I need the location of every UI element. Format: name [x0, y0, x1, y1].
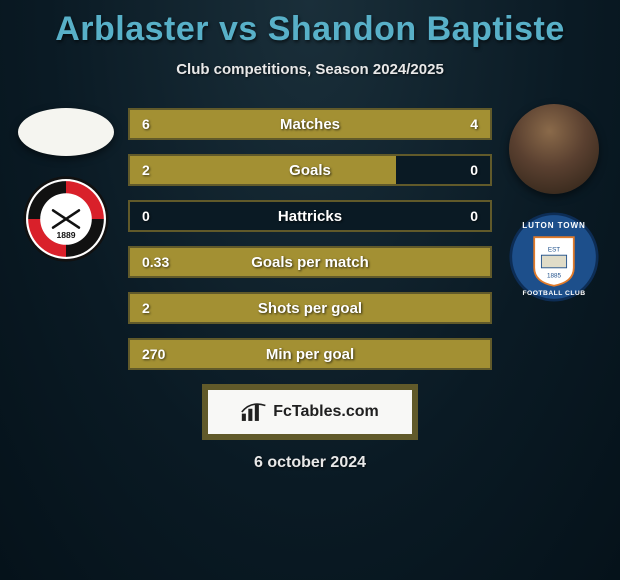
stat-row: 0Hattricks0 [128, 200, 492, 232]
stat-label: Hattricks [190, 208, 430, 225]
stat-value-left: 6 [130, 116, 190, 132]
svg-text:FOOTBALL CLUB: FOOTBALL CLUB [522, 290, 585, 297]
stat-row: 2Goals0 [128, 154, 492, 186]
stats-list: 6Matches42Goals00Hattricks00.33Goals per… [124, 108, 496, 370]
stat-row: 270Min per goal [128, 338, 492, 370]
svg-text:1889: 1889 [56, 230, 75, 240]
left-club-crest: 1889 [21, 174, 111, 264]
svg-text:1885: 1885 [547, 273, 562, 280]
right-side: LUTON TOWN FOOTBALL CLUB EST 1885 [496, 108, 612, 302]
stat-row: 0.33Goals per match [128, 246, 492, 278]
left-side: 1889 [8, 108, 124, 264]
page-title: Arblaster vs Shandon Baptiste [0, 0, 620, 49]
stat-value-left: 0.33 [130, 254, 190, 270]
date-text: 6 october 2024 [0, 454, 620, 472]
stat-value-left: 270 [130, 346, 190, 362]
credit-badge: FcTables.com [202, 384, 418, 440]
left-player-avatar [18, 108, 114, 156]
stat-value-left: 0 [130, 208, 190, 224]
stat-value-left: 2 [130, 300, 190, 316]
stat-label: Shots per goal [190, 300, 430, 317]
fctables-logo-icon [241, 401, 267, 423]
stat-label: Min per goal [190, 346, 430, 363]
stat-label: Goals per match [190, 254, 430, 271]
right-player-avatar [509, 104, 599, 194]
stat-value-right: 4 [430, 116, 490, 132]
credit-text: FcTables.com [273, 403, 379, 421]
subtitle: Club competitions, Season 2024/2025 [0, 61, 620, 78]
stat-value-right: 0 [430, 208, 490, 224]
sheffield-united-crest-icon: 1889 [23, 176, 109, 262]
comparison-panel: 1889 6Matches42Goals00Hattricks00.33Goal… [0, 108, 620, 370]
stat-row: 6Matches4 [128, 108, 492, 140]
stat-label: Matches [190, 116, 430, 133]
stat-value-left: 2 [130, 162, 190, 178]
svg-text:EST: EST [548, 247, 560, 254]
luton-town-crest-icon: LUTON TOWN FOOTBALL CLUB EST 1885 [509, 212, 599, 302]
stat-label: Goals [190, 162, 430, 179]
stat-value-right: 0 [430, 162, 490, 178]
right-club-crest: LUTON TOWN FOOTBALL CLUB EST 1885 [509, 212, 599, 302]
svg-text:LUTON TOWN: LUTON TOWN [522, 221, 585, 230]
stat-row: 2Shots per goal [128, 292, 492, 324]
